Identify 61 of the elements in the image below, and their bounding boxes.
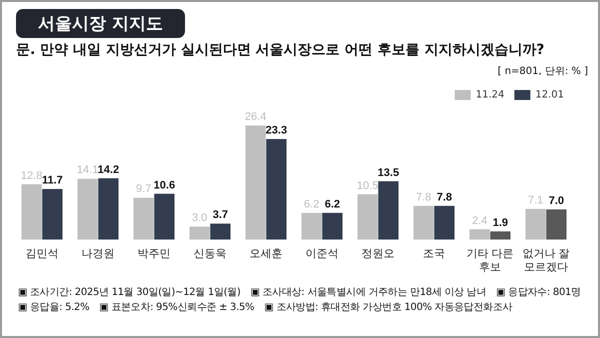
x-tick-label: 박주민 [138, 247, 170, 260]
text: ▣ 표본오차: 95%신뢰수준 ± 3.5% [99, 301, 254, 314]
bar [98, 178, 119, 240]
x-tick-label: 오세훈 [250, 247, 282, 260]
data-label: 1.9 [492, 216, 508, 229]
bar [434, 206, 455, 240]
bar [245, 126, 266, 240]
bar [210, 224, 231, 240]
x-tick-label: 이준석 [306, 247, 338, 260]
data-label: 7.8 [436, 191, 452, 204]
data-label: 14.1 [76, 164, 98, 176]
data-label: 3.7 [212, 209, 228, 222]
bar [154, 194, 175, 240]
x-tick-label: 나경원 [82, 247, 114, 260]
text: ▣ 조사방법: 휴대전화 가상번호 100% 자동응답전화조사 [264, 301, 512, 314]
x-tick-label: 정원오 [362, 247, 394, 260]
x-tick-label: 없거나 잘 모르겠다 [522, 247, 570, 274]
bar [469, 229, 490, 240]
data-label: 7.8 [416, 191, 432, 204]
bar [301, 212, 322, 240]
data-label: 10.5 [356, 180, 378, 192]
bar [378, 181, 399, 240]
data-label: 13.5 [378, 166, 400, 179]
data-label: 26.4 [244, 111, 266, 124]
bar [77, 178, 98, 240]
data-label: 7.0 [548, 194, 564, 207]
chart-title: 서울시장 지지도 [16, 9, 185, 38]
data-label: 2.4 [472, 214, 488, 227]
data-label: 10.6 [154, 179, 176, 192]
bar [490, 231, 511, 240]
bar [189, 226, 210, 240]
x-tick-label: 신동욱 [194, 247, 226, 260]
x-tick-label: 김민석 [26, 247, 58, 260]
text: ▣ 응답자수: 801명 [496, 286, 581, 299]
data-label: 9.7 [136, 183, 152, 196]
chart-subtitle: 문. 만약 내일 지방선거가 실시된다면 서울시장으로 어떤 후보를 지지하시겠습니까? [16, 41, 544, 59]
data-label: 23.3 [266, 124, 288, 136]
text: ▣ 조사대상: 서울특별시에 거주하는 만18세 이상 남녀 [250, 286, 486, 299]
data-label: 3.0 [192, 212, 208, 224]
data-label: 6.2 [324, 198, 340, 210]
bar [525, 208, 546, 240]
bar [413, 206, 434, 240]
data-label: 14.2 [98, 164, 120, 176]
text: ▣ 응답율: 5.2% [18, 301, 90, 314]
bar [322, 212, 343, 240]
x-tick-label: 조국 [423, 247, 445, 260]
data-label: 6.2 [304, 198, 320, 210]
bar [42, 189, 63, 240]
bar [266, 138, 287, 240]
bar [133, 198, 154, 240]
data-label: 12.8 [20, 170, 42, 182]
legend-label: 12.01 [535, 90, 564, 101]
bar [357, 194, 378, 240]
legend-label: 11.24 [476, 90, 504, 101]
x-tick-label: 기타 다른 후보 [466, 247, 514, 274]
text: [ n=801, 단위: % ] [498, 65, 588, 78]
text: ▣ 조사기간: 2025년 11월 30일(일)~12월 1일(월) [18, 286, 240, 299]
bar [546, 209, 567, 240]
data-label: 11.7 [42, 174, 63, 187]
data-label: 7.1 [528, 194, 544, 206]
bar [21, 184, 42, 240]
